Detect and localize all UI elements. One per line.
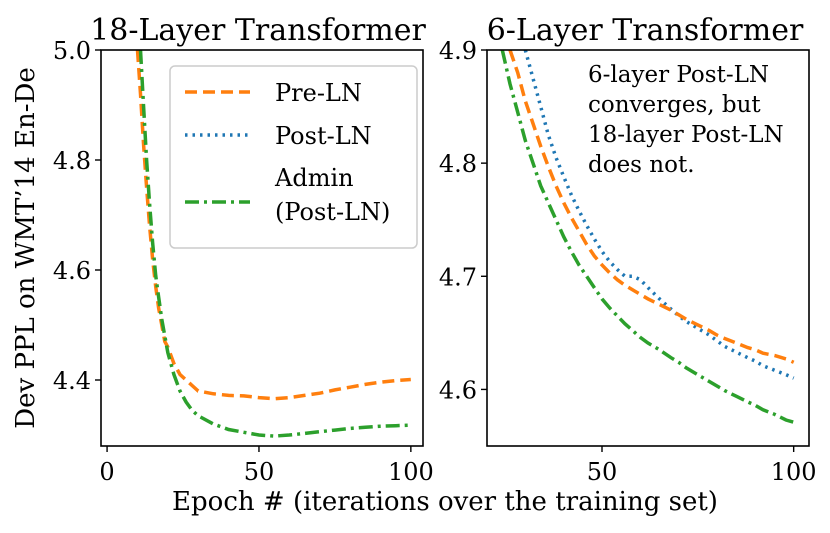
series-group — [135, 50, 411, 438]
series-line-pre-ln — [135, 50, 411, 401]
y-axis-label: Dev PPL on WMT’14 En-De — [11, 67, 41, 428]
series-line-post-ln — [523, 50, 795, 380]
y-tick-label: 5.0 — [53, 37, 91, 65]
legend-label-admin-post-ln: (Post-LN) — [275, 198, 390, 226]
y-tick-label: 4.8 — [53, 147, 91, 175]
legend-label-admin-post-ln: Admin — [274, 164, 354, 192]
panel-title: 6-Layer Transformer — [487, 13, 804, 48]
series-line-admin-post-ln — [500, 50, 795, 424]
y-tick-label: 4.6 — [439, 376, 477, 404]
series-line-admin-post-ln — [138, 50, 411, 438]
y-tick-label: 4.6 — [53, 257, 91, 285]
panel-18-layer: 18-Layer Transformer 0 50 100 4.4 4.6 4.8 5.0 Pr… — [53, 13, 434, 486]
y-tick-label: 4.4 — [53, 367, 91, 395]
annotation-text: does not. — [588, 152, 695, 178]
x-axis-label: Epoch # (iterations over the training se… — [172, 487, 718, 517]
y-tick-label: 4.7 — [439, 263, 477, 291]
annotation-text: converges, but — [588, 92, 761, 118]
annotation-text: 18-layer Post-LN — [588, 122, 784, 148]
legend: Pre-LN Post-LN Admin (Post-LN) — [169, 65, 418, 249]
x-tick-label: 100 — [388, 458, 434, 486]
annotation-text: 6-layer Post-LN — [588, 62, 769, 88]
y-tick-label: 4.8 — [439, 150, 477, 178]
panel-title: 18-Layer Transformer — [90, 13, 426, 48]
legend-label-pre-ln: Pre-LN — [275, 79, 362, 107]
x-tick-label: 100 — [771, 458, 817, 486]
panel-6-layer: 6-Layer Transformer 50 100 4.6 4.7 4.8 4.9 6-la… — [439, 13, 817, 486]
y-tick-label: 4.9 — [439, 37, 477, 65]
x-tick-label: 50 — [244, 458, 275, 486]
legend-label-post-ln: Post-LN — [275, 122, 372, 150]
series-group — [500, 50, 795, 424]
x-tick-label: 50 — [587, 458, 618, 486]
axes-frame — [100, 49, 424, 447]
series-line-pre-ln — [508, 50, 795, 364]
axes-frame — [486, 49, 810, 447]
x-tick-label: 0 — [99, 458, 114, 486]
